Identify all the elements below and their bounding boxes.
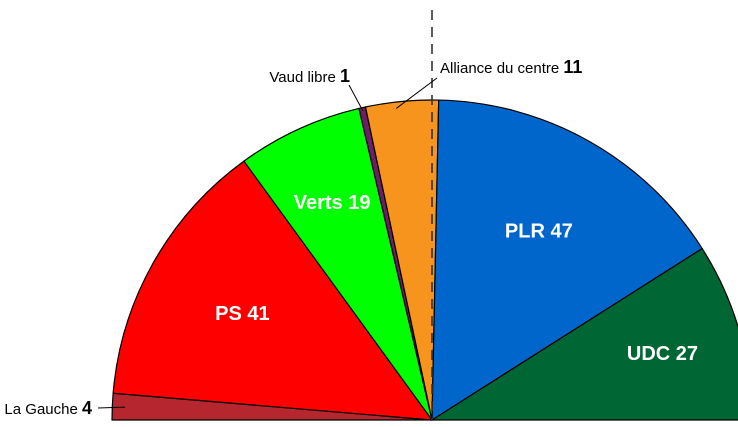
slice-udc xyxy=(431,247,738,421)
slice-label-plr: PLR 47 xyxy=(505,220,573,242)
slice-verts xyxy=(243,107,433,421)
leader-la-gauche xyxy=(97,406,126,409)
slice-plr xyxy=(431,99,703,421)
slice-label-vaud-libre: Vaud libre 1 xyxy=(269,66,350,86)
slice-label-alliance-du-centre: Alliance du centre 11 xyxy=(440,57,582,77)
slice-label-verts: Verts 19 xyxy=(294,192,371,214)
labels-group: La Gauche 4 PS 41 Verts 19 Vaud libre 1 Alli… xyxy=(4,57,698,418)
leader-alliance-du-centre xyxy=(395,77,438,109)
leader-vaud-libre xyxy=(348,84,364,112)
slices-group xyxy=(111,99,738,421)
slice-ps xyxy=(112,160,433,421)
slice-label-la-gauche: La Gauche 4 xyxy=(4,398,92,418)
slice-label-ps: PS 41 xyxy=(215,303,269,325)
slice-label-udc: UDC 27 xyxy=(627,343,698,365)
